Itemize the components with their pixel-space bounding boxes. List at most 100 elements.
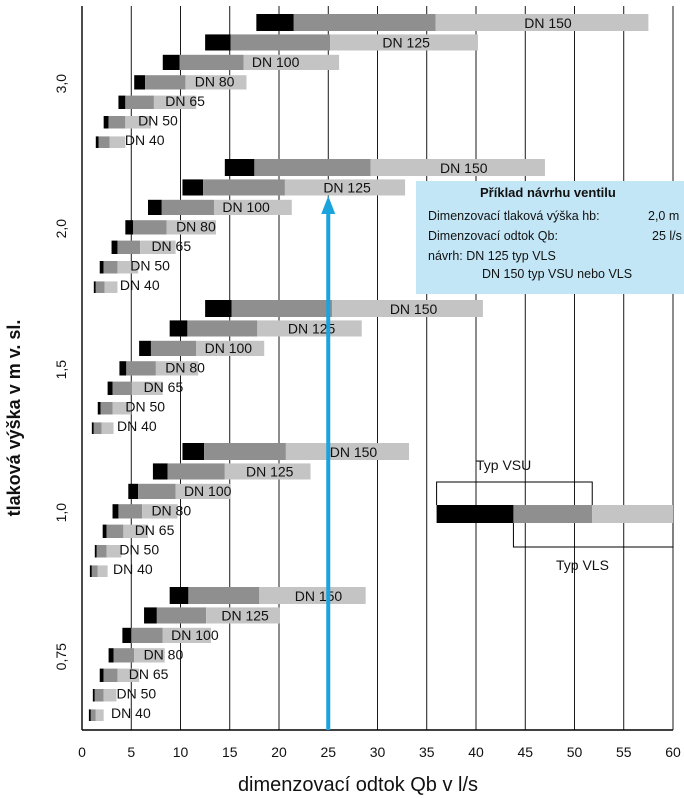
bar-segment	[134, 648, 165, 663]
x-tick-label: 15	[222, 744, 238, 760]
example-row-design-alt: DN 150 typ VSU nebo VLS	[482, 267, 633, 281]
bar-segment	[206, 607, 280, 624]
bar-segment	[153, 95, 197, 109]
bar-label: DN 50	[130, 258, 170, 274]
bar-label: DN 80	[195, 74, 235, 90]
legend-bar-segment	[436, 505, 514, 523]
bar-segment	[91, 422, 94, 434]
bar-label: DN 40	[117, 418, 157, 434]
bar-segment	[118, 504, 143, 519]
bar-segment	[161, 199, 214, 215]
bar-segment	[103, 116, 109, 129]
bar-segment	[111, 240, 118, 254]
bar-label: DN 65	[135, 522, 175, 538]
bar-segment	[213, 199, 292, 215]
bar-segment	[204, 443, 286, 460]
bar-label: DN 50	[138, 113, 178, 129]
bar-segment	[132, 381, 163, 395]
bar-segment	[98, 136, 110, 148]
bar-segment	[117, 668, 140, 682]
bar-segment	[185, 75, 247, 90]
bar-segment	[139, 340, 151, 356]
bar-label: DN 150	[390, 301, 438, 317]
bar-segment	[123, 524, 148, 538]
bar-segment	[97, 402, 101, 415]
bar-segment	[284, 179, 406, 196]
bar-segment	[175, 483, 231, 499]
bar-segment	[166, 220, 216, 235]
bar-segment	[370, 159, 545, 176]
example-arrow	[321, 196, 336, 730]
bar-label: DN 125	[288, 321, 336, 337]
bar-segment	[92, 689, 95, 702]
bar-segment	[131, 627, 163, 643]
bar-segment	[257, 320, 362, 337]
bar-segment	[125, 95, 154, 109]
bar-label: DN 80	[151, 503, 191, 519]
x-tick-label: 55	[616, 744, 632, 760]
x-tick-label: 10	[173, 744, 189, 760]
bar-segment	[259, 587, 366, 604]
bar-segment	[152, 463, 168, 480]
legend-bar-segment	[592, 505, 673, 523]
bar-segment	[128, 483, 139, 499]
x-tick-label: 5	[127, 744, 135, 760]
bar-segment	[99, 261, 104, 274]
bar-segment	[133, 220, 167, 235]
legend-vsu-bracket	[436, 481, 593, 505]
bar-segment	[112, 402, 132, 415]
y-tick-label: 3,0	[53, 74, 69, 94]
bar-label: DN 65	[129, 666, 169, 682]
bar-segment	[94, 689, 104, 702]
example-row-design: návrh: DN 125 typ VLS	[428, 249, 556, 263]
bar-segment	[230, 34, 331, 51]
bar-segment	[254, 159, 371, 176]
bar-segment	[113, 648, 135, 663]
bar-label: DN 125	[323, 180, 371, 196]
bar-label: DN 100	[222, 199, 270, 215]
bar-label: DN 50	[116, 686, 156, 702]
x-tick-label: 40	[468, 744, 484, 760]
x-axis-title: dimenzovací odtok Qb v l/s	[238, 774, 478, 796]
bar-label: DN 40	[125, 132, 165, 148]
bar-segment	[101, 422, 114, 434]
x-tick-label: 30	[370, 744, 386, 760]
bar-segment	[150, 340, 197, 356]
bar-segment	[167, 463, 225, 480]
bar-label: DN 150	[440, 160, 488, 176]
bar-segment	[89, 565, 92, 577]
bar-segment	[243, 54, 340, 70]
bar-label: DN 65	[165, 93, 205, 109]
bar-segment	[126, 361, 156, 376]
bar-segment	[103, 668, 118, 682]
legend-bar-segment	[513, 505, 593, 523]
bar-segment	[179, 54, 244, 70]
y-tick-label: 2,0	[53, 219, 69, 239]
bar-segment	[156, 607, 207, 624]
bar-label: DN 80	[176, 219, 216, 235]
bar-segment	[93, 281, 96, 293]
bar-segment	[106, 524, 124, 538]
bar-segment	[94, 545, 97, 558]
y-axis-title: tlaková výška v m v. sl.	[4, 320, 24, 517]
y-tick-label: 0,75	[53, 643, 69, 670]
bar-label: DN 100	[184, 483, 232, 499]
x-tick-label: 25	[320, 744, 336, 760]
bar-label: DN 150	[295, 588, 343, 604]
bar-segment	[95, 281, 105, 293]
example-note: Příklad návrhu ventilu Dimenzovací tlako…	[416, 181, 684, 294]
bar-segment	[112, 504, 119, 519]
bar-segment	[88, 709, 91, 721]
legend-vsu-label: Typ VSU	[476, 457, 531, 473]
bar-segment	[138, 483, 176, 499]
bar-segment	[196, 340, 265, 356]
bar-segment	[100, 402, 113, 415]
bar-segment	[102, 524, 107, 538]
bar-segment	[182, 443, 205, 460]
bar-segment	[144, 607, 157, 624]
bar-segment	[103, 261, 118, 274]
bar-segment	[162, 627, 212, 643]
bar-label: DN 125	[221, 608, 269, 624]
bar-segment	[205, 34, 231, 51]
bar-segment	[169, 587, 189, 604]
